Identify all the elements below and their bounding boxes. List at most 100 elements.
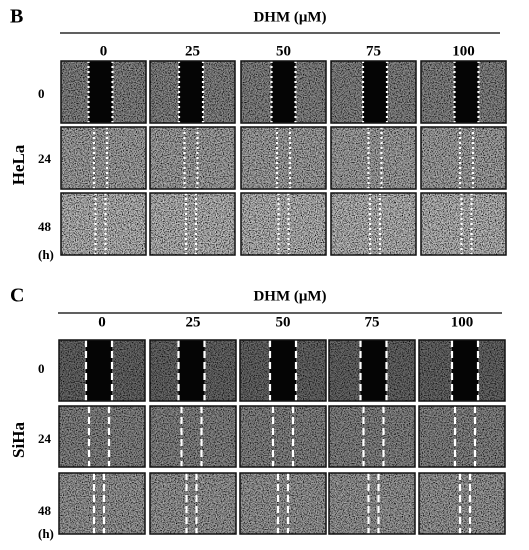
micrograph-texture xyxy=(329,473,415,534)
micrograph-texture xyxy=(421,193,506,255)
micrograph xyxy=(240,126,327,190)
micrograph-texture xyxy=(241,193,326,255)
micrograph xyxy=(149,472,237,535)
micrograph xyxy=(239,339,327,402)
row-label: 48 xyxy=(38,219,52,234)
micrograph-frame xyxy=(149,60,236,124)
micrograph-texture xyxy=(419,473,505,534)
cell-line: HeLa xyxy=(9,144,28,185)
micrograph-shade xyxy=(421,193,506,255)
micrograph xyxy=(240,60,327,124)
micrograph-frame xyxy=(328,339,416,402)
micrograph xyxy=(58,339,146,402)
micrograph-texture xyxy=(331,193,416,255)
micrograph-frame xyxy=(58,472,146,535)
micrograph-texture xyxy=(150,193,235,255)
micrograph-frame xyxy=(240,126,327,190)
column-label: 100 xyxy=(451,314,474,330)
micrograph xyxy=(149,60,236,124)
micrograph-frame xyxy=(239,339,327,402)
micrograph-frame xyxy=(420,60,507,124)
column-label: 50 xyxy=(276,314,291,330)
wound-gap xyxy=(360,340,387,401)
micrograph-texture xyxy=(240,406,326,467)
micrograph-frame xyxy=(420,192,507,256)
micrograph-frame xyxy=(418,339,506,402)
micrograph xyxy=(330,192,417,256)
micrograph-frame xyxy=(58,339,146,402)
micrograph-frame xyxy=(418,472,506,535)
micrograph-shade xyxy=(419,406,505,467)
micrograph-shade xyxy=(419,473,505,534)
time-unit: (h) xyxy=(38,247,54,262)
micrograph xyxy=(328,405,416,468)
micrograph-frame xyxy=(149,339,237,402)
row-label: 0 xyxy=(38,361,45,376)
micrograph-texture xyxy=(61,127,146,189)
micrograph-shade xyxy=(331,193,416,255)
wound-gap xyxy=(271,61,296,123)
column-label: 50 xyxy=(276,43,291,59)
column-label: 0 xyxy=(98,314,106,330)
micrograph-frame xyxy=(330,60,417,124)
micrograph-frame xyxy=(240,192,327,256)
micrograph-frame xyxy=(418,405,506,468)
micrograph-texture xyxy=(150,127,235,189)
micrograph-texture xyxy=(59,473,145,534)
micrograph-texture xyxy=(61,193,146,255)
row-label: 24 xyxy=(38,431,52,446)
micrograph-shade xyxy=(240,406,326,467)
treatment-title: DHM (μM) xyxy=(253,9,326,25)
micrograph-shade xyxy=(59,473,145,534)
micrograph xyxy=(149,405,237,468)
micrograph-frame xyxy=(239,472,327,535)
micrograph-texture xyxy=(329,406,415,467)
micrograph xyxy=(239,472,327,535)
micrograph-shade xyxy=(241,127,326,189)
micrograph xyxy=(58,472,146,535)
micrograph-shade xyxy=(421,127,506,189)
micrograph xyxy=(58,405,146,468)
micrograph-frame xyxy=(149,405,237,468)
wound-gap xyxy=(178,340,205,401)
micrograph xyxy=(330,126,417,190)
micrograph-shade xyxy=(240,473,326,534)
micrograph-shade xyxy=(59,406,145,467)
micrograph xyxy=(420,126,507,190)
treatment-title: DHM (μM) xyxy=(253,288,326,304)
time-unit: (h) xyxy=(38,526,54,541)
micrograph-texture xyxy=(150,406,236,467)
micrograph-texture xyxy=(421,127,506,189)
micrograph-shade xyxy=(329,473,415,534)
column-label: 25 xyxy=(185,43,200,59)
micrograph xyxy=(240,192,327,256)
micrograph-frame xyxy=(149,472,237,535)
panel-label: B xyxy=(10,6,23,28)
micrograph xyxy=(328,472,416,535)
micrograph-frame xyxy=(60,126,147,190)
micrograph-shade xyxy=(241,193,326,255)
micrograph-shade xyxy=(331,127,416,189)
micrograph-texture xyxy=(150,473,236,534)
micrograph xyxy=(418,405,506,468)
micrograph-frame xyxy=(60,60,147,124)
micrograph-texture xyxy=(331,127,416,189)
micrograph-frame xyxy=(330,126,417,190)
column-label: 0 xyxy=(100,43,108,59)
panel-label: C xyxy=(10,285,24,307)
micrograph-shade xyxy=(150,473,236,534)
micrograph xyxy=(330,60,417,124)
micrograph xyxy=(239,405,327,468)
column-label: 75 xyxy=(366,43,381,59)
micrograph-frame xyxy=(420,126,507,190)
row-label: 0 xyxy=(38,86,45,101)
micrograph xyxy=(60,126,147,190)
micrograph-texture xyxy=(240,473,326,534)
micrograph-frame xyxy=(328,405,416,468)
cell-line: SiHa xyxy=(9,422,28,458)
micrograph-shade xyxy=(329,406,415,467)
row-label: 24 xyxy=(38,151,52,166)
row-label: 48 xyxy=(38,503,52,518)
wound-gap xyxy=(454,61,479,123)
